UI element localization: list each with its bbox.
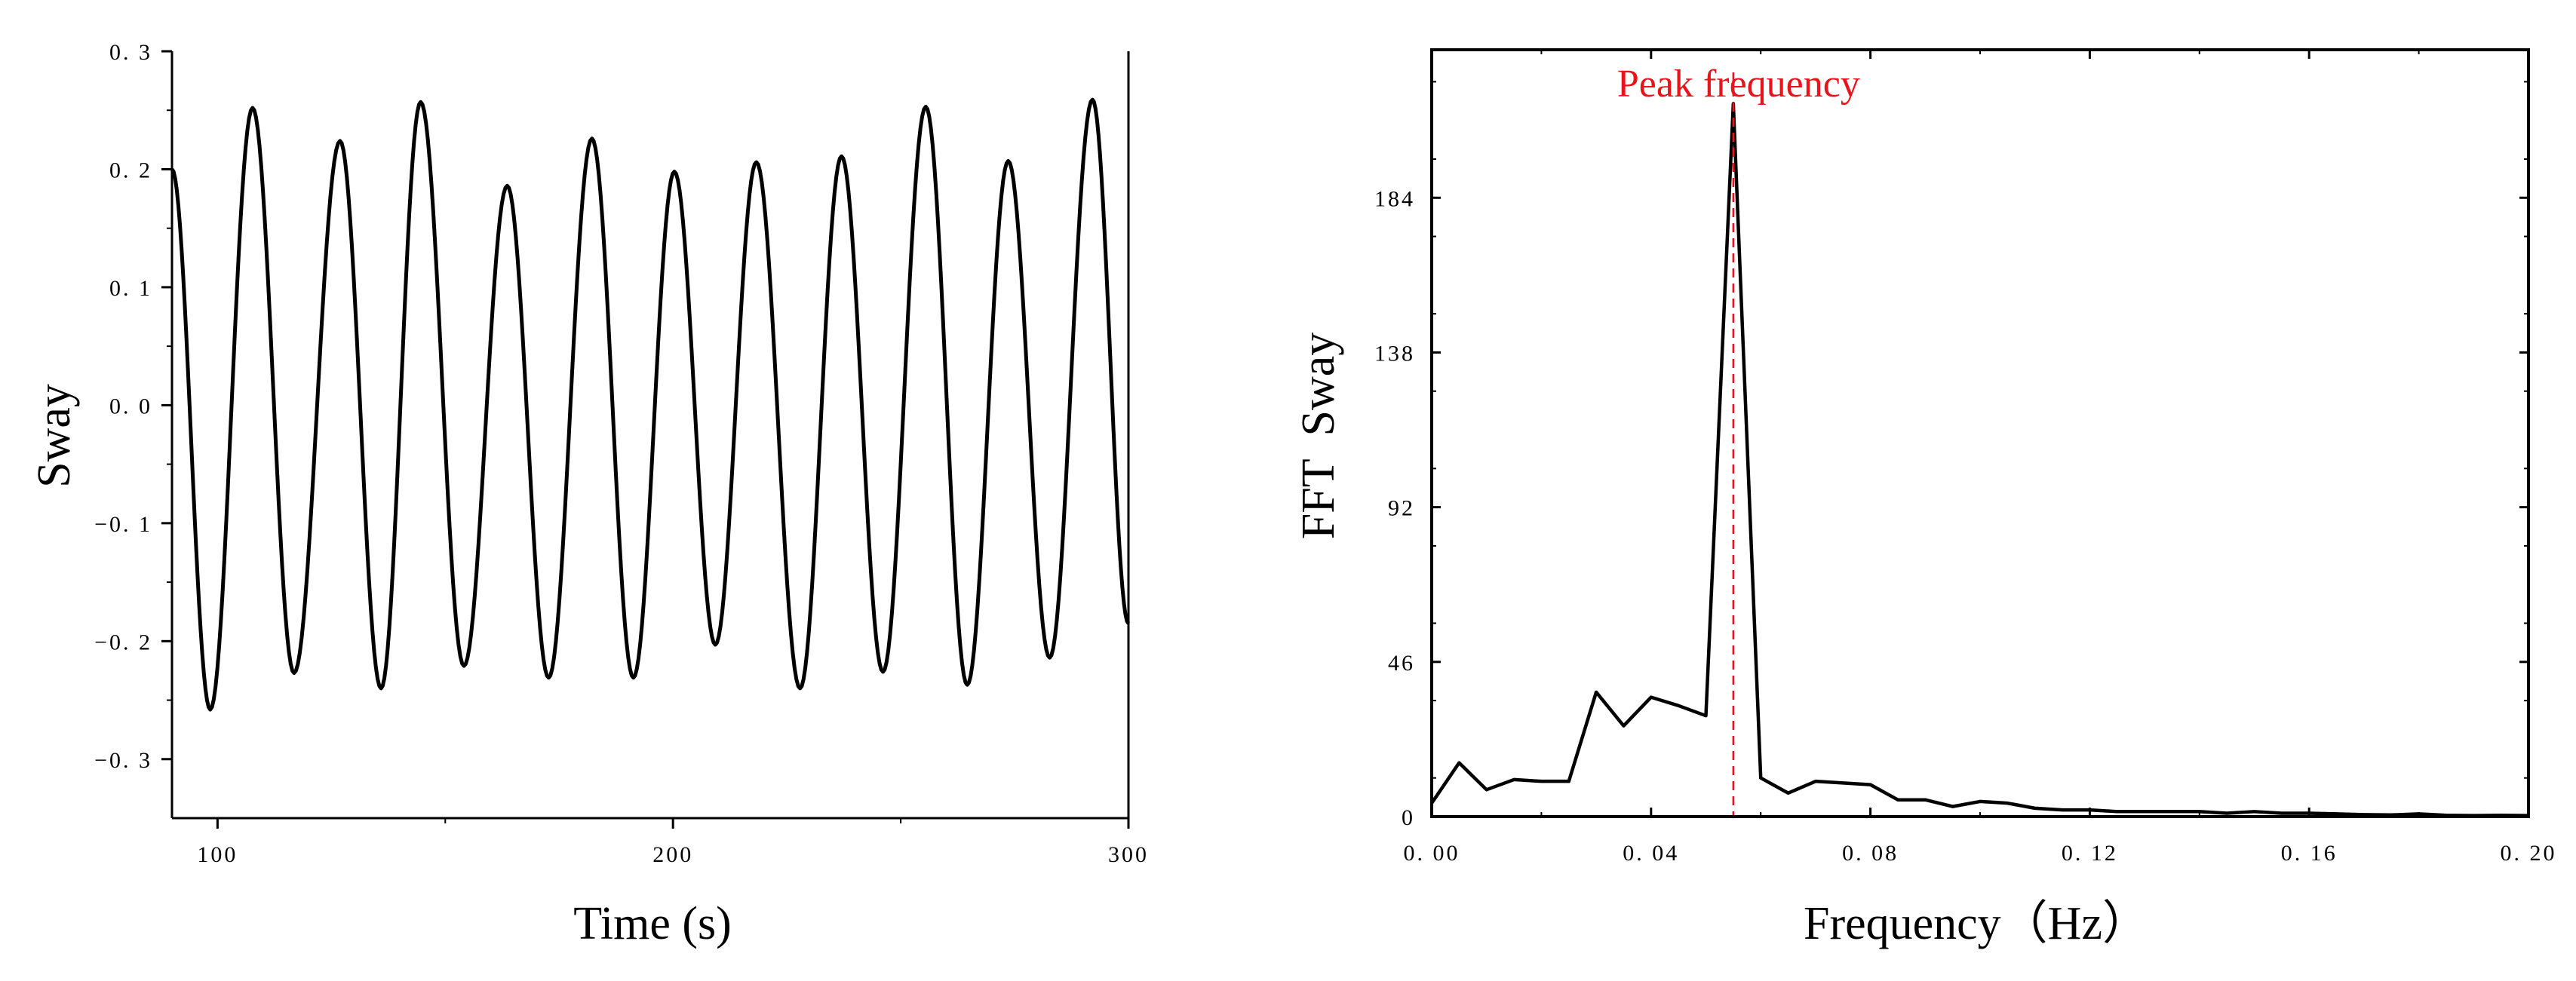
sway-time-chart: 0. 3 0. 2 0. 1 0. 0 −0. 1 −0. 2 −0. 3 100 200 300… [29, 40, 1149, 949]
y-tick-label: 92 [1388, 496, 1415, 521]
peak-frequency-label: Peak frequency [1617, 63, 1860, 106]
x-tick-label: 0. 04 [1623, 841, 1679, 866]
peak-frequency-annotation: Peak frequency [1617, 63, 1860, 817]
sway-time-series [170, 97, 1131, 712]
y-tick-label: 184 [1374, 186, 1415, 211]
fft-y-axis-title: FFT Sway [1293, 333, 1344, 540]
sway-time-x-axis-title: Time (s) [573, 898, 732, 949]
x-tick-label: 0. 08 [1842, 841, 1899, 866]
sway-time-y-axis-title: Sway [29, 384, 80, 488]
x-tick-label: 0. 20 [2501, 841, 2557, 866]
y-tick-label: 138 [1374, 341, 1415, 366]
y-tick-label: −0. 1 [94, 512, 152, 537]
y-tick-label: −0. 3 [94, 748, 152, 773]
y-tick-label: 0. 3 [109, 40, 152, 65]
plot-frame [1430, 48, 2530, 818]
y-tick-label: −0. 2 [94, 630, 152, 655]
fft-frequency-series [1430, 102, 2529, 817]
sway-line [170, 97, 1131, 712]
fft-frequency-chart: 0 46 92 138 184 0. 00 0. 04 0. 08 0. 12 0. 16 0. 2… [1293, 48, 2557, 949]
y-tick-label: 0. 1 [109, 276, 152, 301]
sway-time-ticks: 0. 3 0. 2 0. 1 0. 0 −0. 1 −0. 2 −0. 3 100 200 300 [94, 40, 1149, 867]
y-tick-label: 0. 0 [109, 394, 152, 418]
y-tick-label: 0. 2 [109, 158, 152, 182]
fft-sway-line [1430, 102, 2529, 817]
x-tick-label: 300 [1108, 842, 1149, 867]
fft-frequency-axes [1430, 48, 2530, 818]
y-tick-label: 46 [1388, 651, 1415, 676]
x-tick-label: 0. 00 [1404, 841, 1460, 866]
x-tick-label: 0. 16 [2281, 841, 2338, 866]
x-tick-label: 0. 12 [2062, 841, 2118, 866]
y-tick-label: 0 [1402, 805, 1415, 830]
sway-time-axes [170, 51, 1130, 820]
x-tick-label: 100 [197, 842, 238, 867]
fft-x-axis-title: Frequency（Hz） [1804, 898, 2149, 949]
x-tick-label: 200 [652, 842, 693, 867]
